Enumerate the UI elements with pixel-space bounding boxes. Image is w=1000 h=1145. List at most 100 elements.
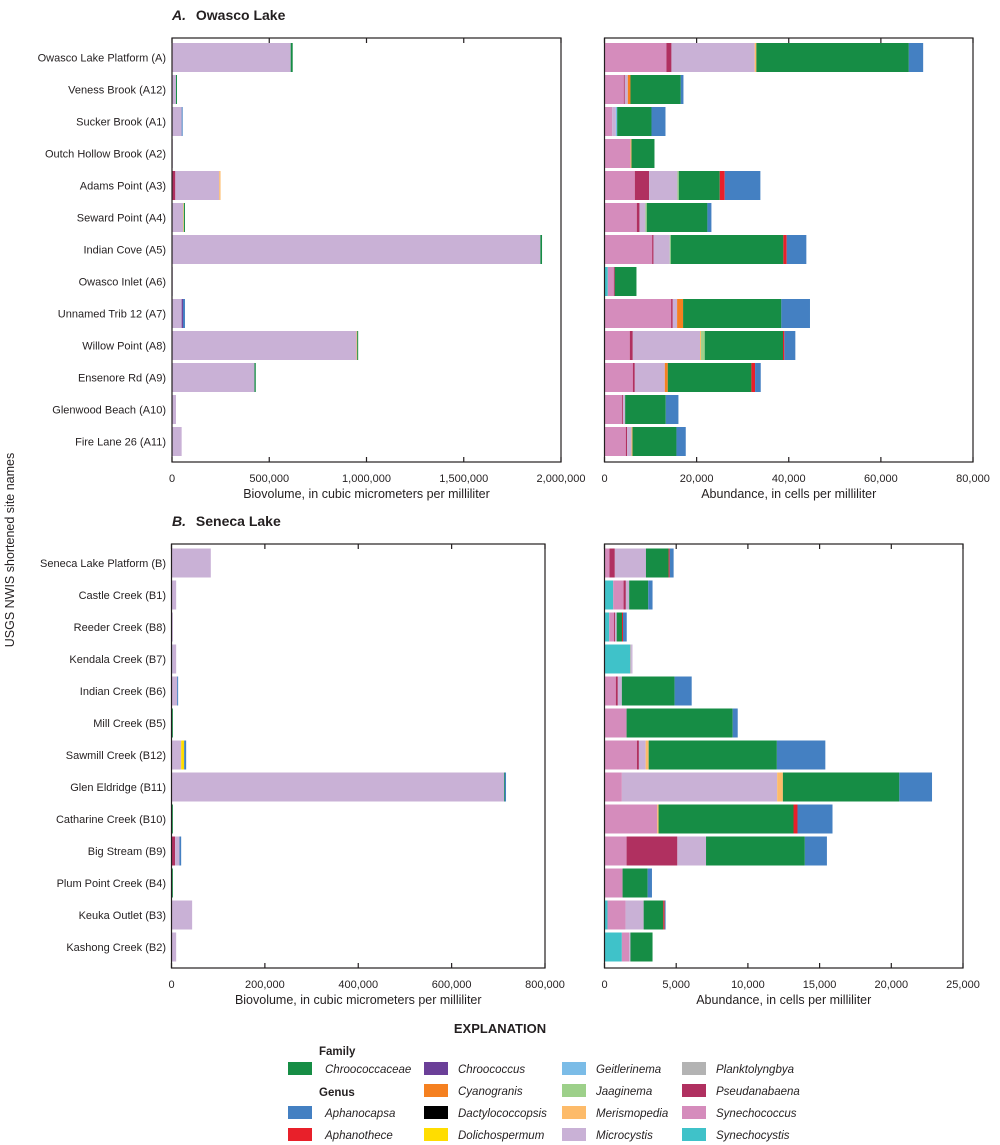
bar-segment-merismopedia [631, 427, 633, 456]
category-label: Sawmill Creek (B12) [66, 750, 166, 762]
bar-segment-chroococcaceae [632, 427, 677, 456]
category-label: Indian Cove (A5) [83, 245, 166, 257]
legend-item-chroococcaceae: Chroococcaceae [288, 1062, 411, 1076]
bar-segment-synechocystis [604, 644, 631, 674]
legend-swatch [682, 1106, 706, 1119]
category-label: Willow Point (A8) [82, 341, 166, 353]
bar-segment-microcystis [623, 395, 626, 424]
legend-label: Chroococcaceae [325, 1064, 411, 1076]
bar-segment-microcystis [175, 836, 180, 866]
bar-segment-chroococcaceae [357, 331, 359, 360]
x-tick-label: 25,000 [946, 979, 980, 991]
bar-segment-pseudanabaena [636, 740, 639, 770]
bar-segment-dolichospermum [181, 740, 185, 770]
bar-segment-synechococcus [613, 580, 624, 610]
bar-segment-pseudanabaena [634, 171, 650, 200]
bar-segment-jaaginema [677, 171, 679, 200]
bar-segment-merismopedia [777, 772, 783, 802]
panel-a-letter: A. [171, 7, 186, 23]
bar-segment-microcystis [172, 235, 541, 264]
bar-segment-synechococcus [607, 267, 614, 296]
x-axis-title: Biovolume, in cubic micrometers per mill… [235, 993, 482, 1007]
legend-swatch [288, 1128, 312, 1141]
bar-segment-microcystis [172, 299, 182, 328]
bar-segment-aphanocapsa [784, 331, 796, 360]
bar-segment-microcystis [614, 612, 617, 642]
legend-label: Merismopedia [596, 1108, 668, 1120]
legend-label: Aphanocapsa [324, 1108, 395, 1120]
legend-label: Synechocystis [716, 1130, 790, 1142]
category-label: Kashong Creek (B2) [66, 942, 166, 954]
bar-segment-aphanocapsa [724, 171, 761, 200]
bar-segment-microcystis [171, 580, 177, 610]
bar-segment-microcystis [632, 331, 701, 360]
legend-swatch [682, 1128, 706, 1141]
x-tick-label: 20,000 [680, 473, 714, 485]
legend-swatch [562, 1062, 586, 1075]
bar-segment-jaaginema [645, 203, 647, 232]
legend-swatch [424, 1084, 448, 1097]
legend-item-microcystis: Microcystis [562, 1128, 653, 1142]
bar-segment-microcystis [172, 644, 177, 674]
bar-segment-pseudanabaena [622, 395, 624, 424]
bar-segment-pseudanabaena [671, 299, 673, 328]
bar-segment-synechococcus [604, 740, 637, 770]
bar-segment-chroococcaceae [616, 612, 622, 642]
bar-segment-chroococcaceae [683, 299, 782, 328]
bar-segment-chroococcaceae [648, 740, 777, 770]
x-tick-label: 800,000 [525, 979, 565, 991]
legend-swatch [682, 1062, 706, 1075]
bar-segment-aphanocapsa [732, 708, 738, 738]
chart-panel-a-abundance: 0 20,000 40,000 60,000 80,000 Abundance, in c… [601, 37, 990, 501]
legend-swatch [424, 1062, 448, 1075]
bar-segment-synechocystis [604, 612, 610, 642]
legend-item-aphanothece: Aphanothece [288, 1128, 393, 1142]
bar-segment-pseudanabaena [613, 267, 615, 296]
bar-segment-synechococcus [604, 107, 613, 136]
bar-segment-aphanocapsa [786, 235, 807, 264]
bar-segment-microcystis [171, 548, 211, 578]
legend-swatch [562, 1106, 586, 1119]
bar-segment-microcystis [649, 171, 678, 200]
legend-label: Pseudanabaena [716, 1086, 800, 1098]
x-tick-label: 1,500,000 [439, 473, 488, 485]
bar-segment-geitlerinema [615, 107, 618, 136]
bar-segment-cyanogranis [664, 363, 668, 392]
bar-segment-aphanocapsa [804, 836, 827, 866]
bar-segment-aphanocapsa [182, 299, 185, 328]
bar-segment-cyanogranis [677, 299, 684, 328]
x-tick-label: 400,000 [338, 979, 378, 991]
category-label: Plum Point Creek (B4) [57, 878, 166, 890]
bar-segment-aphanocapsa [648, 580, 653, 610]
legend-swatch [288, 1106, 312, 1119]
x-tick-label: 60,000 [864, 473, 898, 485]
bar-segment-synechococcus [621, 932, 630, 962]
x-axis-title: Abundance, in cells per milliliter [701, 487, 876, 501]
bar-segment-synechococcus [604, 868, 623, 898]
bar-segment-synechocystis [604, 267, 608, 296]
bar-segment-microcystis [612, 107, 616, 136]
bar-segment-synechococcus [604, 395, 623, 424]
bar-segment-aphanothece [751, 363, 756, 392]
bar-segment-aphanocapsa [669, 548, 674, 578]
chart-panel-a-biovolume: Owasco Lake Platform (A) Veness Brook (A1… [38, 37, 585, 501]
category-label: Sucker Brook (A1) [76, 117, 166, 129]
bar-segment-microcystis [171, 900, 193, 930]
category-label: Owasco Lake Platform (A) [38, 53, 166, 65]
bar-segment-pseudanabaena [625, 427, 628, 456]
legend-family-heading: Family [319, 1046, 356, 1058]
bar-segment-aphanocapsa [184, 740, 187, 770]
bar-segment-pseudanabaena [613, 612, 615, 642]
x-tick-label: 20,000 [874, 979, 908, 991]
legend-item-geitlerinema: Geitlerinema [562, 1062, 661, 1076]
bar-segment-aphanothece [663, 900, 665, 930]
bar-segment-microcystis [634, 363, 665, 392]
category-label: Owasco Inlet (A6) [79, 277, 166, 289]
panel-b-lake: Seneca Lake [196, 513, 281, 529]
bar-segment-microcystis [172, 331, 357, 360]
bar-segment-aphanocapsa [177, 676, 179, 706]
bar-segment-microcystis [638, 740, 646, 770]
category-label: Outch Hollow Brook (A2) [45, 149, 166, 161]
category-label: Glen Eldridge (B11) [70, 782, 166, 794]
bar-segment-synechococcus [604, 676, 616, 706]
